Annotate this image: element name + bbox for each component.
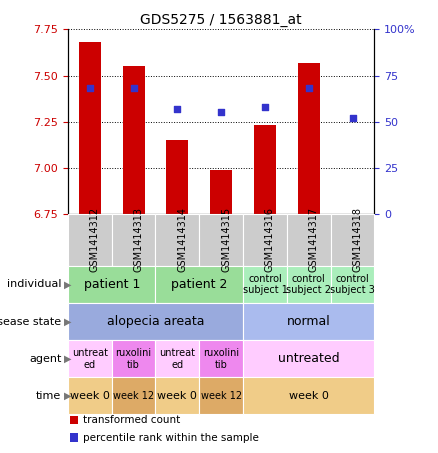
Text: patient 1: patient 1 xyxy=(84,278,140,291)
Text: agent: agent xyxy=(29,354,61,364)
Text: GSM1414312: GSM1414312 xyxy=(90,207,100,272)
Text: ruxolini
tib: ruxolini tib xyxy=(116,348,152,370)
Text: time: time xyxy=(36,391,61,401)
Point xyxy=(86,85,93,92)
Point xyxy=(349,114,356,121)
Text: GSM1414317: GSM1414317 xyxy=(309,207,319,272)
Point xyxy=(218,109,225,116)
Text: week 0: week 0 xyxy=(157,391,198,401)
Text: control
subject 1: control subject 1 xyxy=(243,274,287,295)
Text: alopecia areata: alopecia areata xyxy=(107,315,204,328)
Text: control
subject 3: control subject 3 xyxy=(330,274,375,295)
Text: ▶: ▶ xyxy=(64,354,71,364)
Text: untreat
ed: untreat ed xyxy=(159,348,195,370)
Bar xyxy=(210,169,232,214)
Text: untreat
ed: untreat ed xyxy=(72,348,108,370)
Bar xyxy=(298,63,320,214)
Text: ruxolini
tib: ruxolini tib xyxy=(203,348,239,370)
Text: normal: normal xyxy=(287,315,331,328)
Bar xyxy=(79,42,101,214)
Text: week 12: week 12 xyxy=(201,391,242,401)
Text: GSM1414314: GSM1414314 xyxy=(177,207,187,272)
Title: GDS5275 / 1563881_at: GDS5275 / 1563881_at xyxy=(140,13,302,27)
Text: week 0: week 0 xyxy=(70,391,110,401)
Text: week 12: week 12 xyxy=(113,391,154,401)
Text: ▶: ▶ xyxy=(64,391,71,401)
Point xyxy=(305,85,312,92)
Point xyxy=(130,85,137,92)
Text: patient 2: patient 2 xyxy=(171,278,227,291)
Text: ▶: ▶ xyxy=(64,317,71,327)
Point xyxy=(174,105,181,112)
Text: percentile rank within the sample: percentile rank within the sample xyxy=(83,433,259,443)
Bar xyxy=(166,140,188,214)
Bar xyxy=(254,125,276,214)
Bar xyxy=(123,66,145,214)
Text: ▶: ▶ xyxy=(64,280,71,289)
Text: GSM1414318: GSM1414318 xyxy=(353,207,363,272)
Text: week 0: week 0 xyxy=(289,391,329,401)
Text: GSM1414315: GSM1414315 xyxy=(221,207,231,272)
Text: control
subject 2: control subject 2 xyxy=(286,274,331,295)
Text: transformed count: transformed count xyxy=(83,415,180,425)
Text: disease state: disease state xyxy=(0,317,61,327)
Text: GSM1414316: GSM1414316 xyxy=(265,207,275,272)
Text: untreated: untreated xyxy=(278,352,339,365)
Text: individual: individual xyxy=(7,280,61,289)
Text: GSM1414313: GSM1414313 xyxy=(134,207,144,272)
Point xyxy=(261,103,268,111)
